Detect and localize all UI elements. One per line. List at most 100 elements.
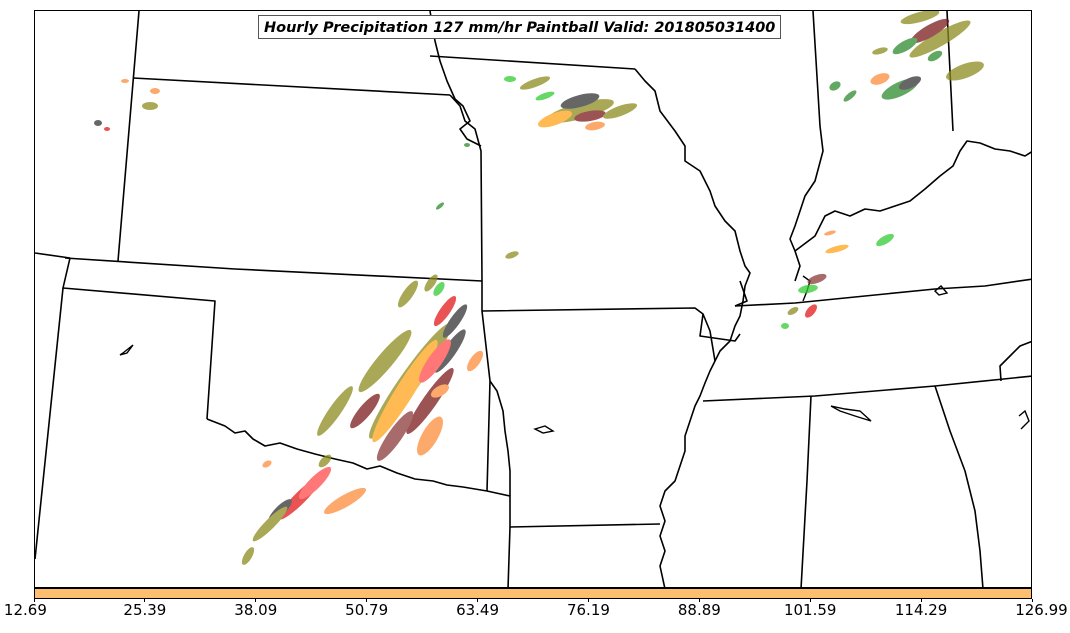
border-tennessee-south — [702, 375, 1031, 402]
map-panel — [34, 10, 1032, 588]
map-title: Hourly Precipitation 127 mm/hr Paintball… — [258, 15, 782, 39]
paintball-blob — [898, 76, 922, 90]
blobs-iowa — [504, 76, 638, 131]
paintball-blob — [376, 411, 414, 461]
paintball-blob — [876, 233, 894, 247]
border-kansas-south — [64, 257, 483, 282]
paintball-blob — [504, 76, 516, 82]
colorbar-tick-mark — [477, 599, 479, 602]
border-nm-texas — [35, 287, 64, 560]
colorbar-tick-label: 126.99 — [1015, 601, 1068, 619]
colorbar-tick-mark — [698, 599, 700, 602]
paintball-blob — [142, 102, 158, 110]
colorbar-tick-label: 25.39 — [123, 601, 167, 619]
paintball-blob — [350, 393, 380, 429]
border-missouri-north — [429, 11, 482, 147]
paintball-blob — [909, 20, 971, 58]
paintball-blob — [805, 304, 817, 318]
paintball-blob — [892, 37, 918, 55]
border-mississippi-river — [634, 68, 751, 587]
blobs-kentucky — [781, 230, 894, 329]
colorbar-tick-label: 88.89 — [677, 601, 721, 619]
paintball-blob — [317, 386, 353, 436]
border-kentucky-tennessee — [734, 278, 1031, 307]
border-nm-north — [35, 252, 71, 259]
paintball-blob — [829, 81, 841, 91]
paintball-blob — [94, 120, 102, 126]
colorbar-tick-label: 50.79 — [345, 601, 389, 619]
paintball-blob — [241, 547, 255, 565]
paintball-blob — [781, 323, 789, 329]
colorbar-tick-mark — [587, 599, 589, 602]
lake-arkansas — [533, 425, 555, 434]
paintball-blob — [430, 384, 450, 398]
paintball-blob — [825, 244, 849, 254]
paintball-blob — [424, 274, 438, 292]
paintball-blob — [466, 350, 484, 372]
border-texas-louisiana — [486, 490, 661, 528]
colorbar-tick-label: 76.19 — [566, 601, 610, 619]
border-arkansas-louisiana — [489, 380, 511, 496]
colorbar-tick-mark — [920, 599, 922, 602]
paintball-blob — [585, 121, 605, 131]
border-iowa-south — [429, 55, 636, 70]
paintball-blob — [442, 304, 468, 338]
paintball-blob — [121, 79, 129, 83]
blobs-scattered — [94, 79, 519, 468]
colorbar-tick-label: 114.29 — [894, 601, 948, 619]
border-missouri-arkansas — [481, 307, 741, 342]
paintball-blob — [574, 110, 606, 122]
paintball-blob — [150, 88, 160, 94]
paintball-blob — [406, 367, 454, 435]
colorbar-tick-mark — [366, 599, 368, 602]
blobs-northeast — [829, 11, 984, 102]
border-illinois-indiana — [789, 11, 824, 282]
border-kansas-nebraska — [132, 77, 451, 96]
paintball-blob — [602, 103, 638, 119]
border-kansas-missouri — [449, 94, 483, 282]
colorbar-tick-mark — [1031, 599, 1033, 602]
border-tennessee-east — [999, 340, 1031, 382]
precipitation-paintball — [94, 11, 984, 565]
border-arkansas-mississippi — [702, 313, 716, 362]
colorbar-tick-label: 38.09 — [234, 601, 278, 619]
paintball-blob — [870, 73, 890, 85]
paintball-blob — [433, 282, 445, 296]
paintball-blob — [262, 460, 272, 468]
paintball-blob — [519, 76, 551, 90]
paintball-blob — [807, 273, 827, 285]
border-ohio-river — [794, 140, 1031, 252]
paintball-blob — [946, 61, 984, 81]
paintball-blob — [537, 110, 573, 128]
colorbar-tick-mark — [255, 599, 257, 602]
paintball-blob — [318, 454, 332, 468]
border-mississippi-alabama — [800, 395, 812, 587]
lake-georgia-north — [1018, 409, 1030, 430]
paintball-blob — [787, 307, 799, 315]
paintball-blob — [464, 143, 470, 147]
paintball-blob — [824, 230, 836, 236]
paintball-blob — [872, 47, 888, 55]
lake-tennessee-east — [933, 285, 949, 296]
border-red-river — [206, 418, 488, 492]
paintball-blob — [104, 127, 110, 131]
paintball-blob — [560, 93, 600, 109]
paintball-blob — [535, 91, 555, 101]
paintball-blob — [417, 416, 443, 456]
paintball-blob — [435, 202, 445, 210]
border-alabama-georgia — [934, 385, 984, 587]
border-colorado-west — [117, 11, 140, 262]
paintball-blob — [505, 251, 519, 259]
paintball-blob — [910, 18, 950, 44]
map-canvas — [35, 11, 1031, 587]
state-boundaries — [35, 11, 1031, 587]
paintball-blob — [324, 487, 366, 515]
paintball-blob — [397, 280, 419, 308]
colorbar-tick-label: 63.49 — [456, 601, 500, 619]
paintball-blob — [419, 339, 451, 383]
lake-nm — [119, 344, 134, 356]
blobs-oklahoma — [241, 274, 484, 565]
colorbar — [34, 588, 1032, 599]
colorbar-tick-label: 12.69 — [3, 601, 47, 619]
colorbar-tick-label: 101.59 — [783, 601, 837, 619]
